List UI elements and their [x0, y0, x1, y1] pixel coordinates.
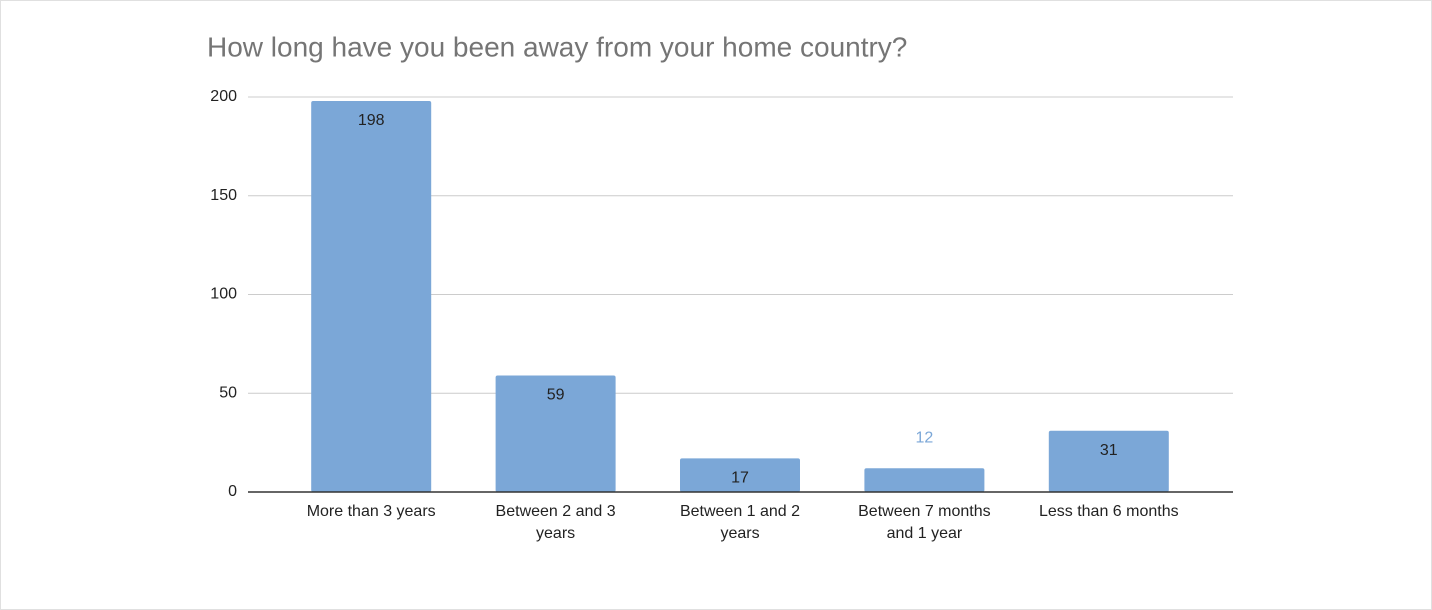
data-label: 198	[358, 112, 385, 129]
data-label: 12	[916, 430, 934, 447]
bar	[311, 100, 432, 492]
data-label: 31	[1100, 442, 1118, 459]
data-label: 17	[731, 470, 749, 487]
y-tick-label: 150	[210, 187, 237, 204]
bar	[864, 468, 985, 492]
bar	[495, 375, 616, 492]
x-tick-label: Between 1 and 2 years	[679, 503, 801, 542]
x-tick-label: Less than 6 months	[1038, 503, 1179, 520]
x-tick-label: More than 3 years	[306, 503, 436, 520]
y-tick-label: 50	[219, 384, 237, 401]
x-tick-label: Between 7 months and 1 year	[858, 503, 991, 542]
data-label: 59	[547, 387, 565, 404]
x-tick-label: Between 2 and 3 years	[495, 503, 616, 542]
y-tick-label: 100	[210, 286, 237, 303]
y-tick-label: 200	[210, 88, 237, 105]
y-tick-label: 0	[228, 483, 237, 500]
bar	[680, 458, 800, 492]
bar	[1048, 430, 1169, 492]
chart-title: How long have you been away from your ho…	[207, 31, 907, 62]
